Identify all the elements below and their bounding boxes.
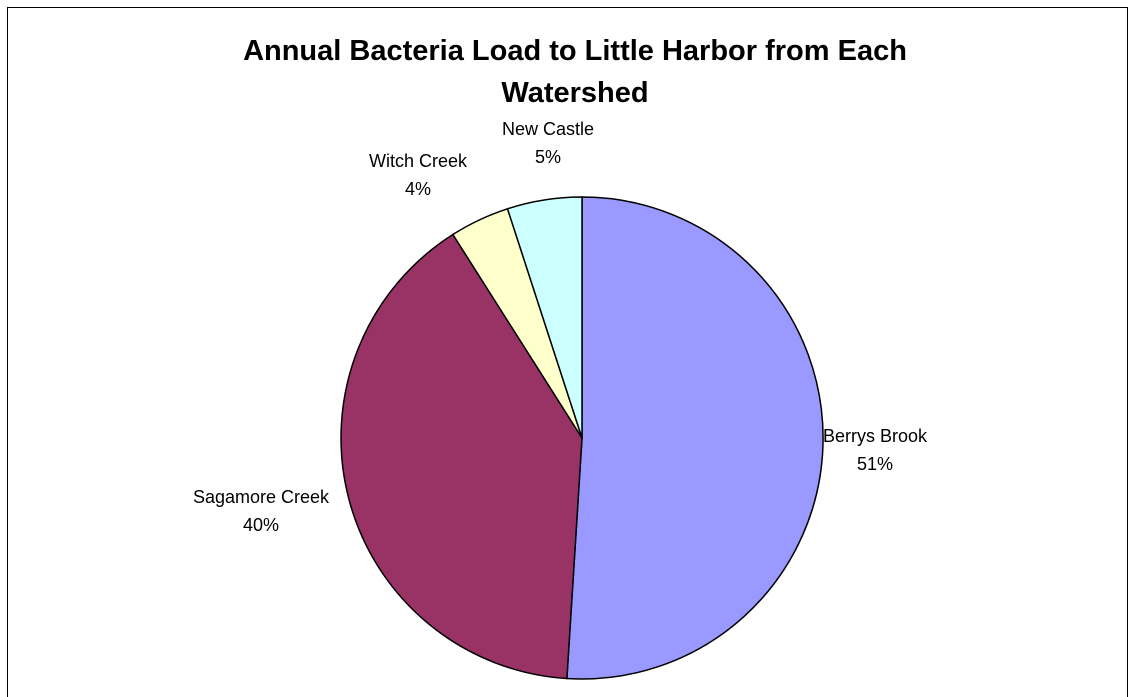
slice-percent-label: 5% <box>535 147 561 167</box>
slice-percent-label: 51% <box>857 454 893 474</box>
slice-label: Sagamore Creek <box>193 487 330 507</box>
slice-percent-label: 4% <box>405 179 431 199</box>
chart-title: Annual Bacteria Load to Little Harbor fr… <box>243 35 907 109</box>
pie-slice-berrys-brook <box>566 196 824 680</box>
pie-slices <box>340 196 824 680</box>
slice-label: Witch Creek <box>369 151 468 171</box>
slice-percent-label: 40% <box>243 515 279 535</box>
pie-slice-new-castle <box>506 196 583 439</box>
slice-label: New Castle <box>502 119 594 139</box>
pie-slice-sagamore-creek <box>340 233 583 680</box>
pie-labels: Berrys Brook 51% Sagamore Creek 40% Witch Cr… <box>193 119 928 535</box>
slice-label: Berrys Brook <box>823 426 928 446</box>
